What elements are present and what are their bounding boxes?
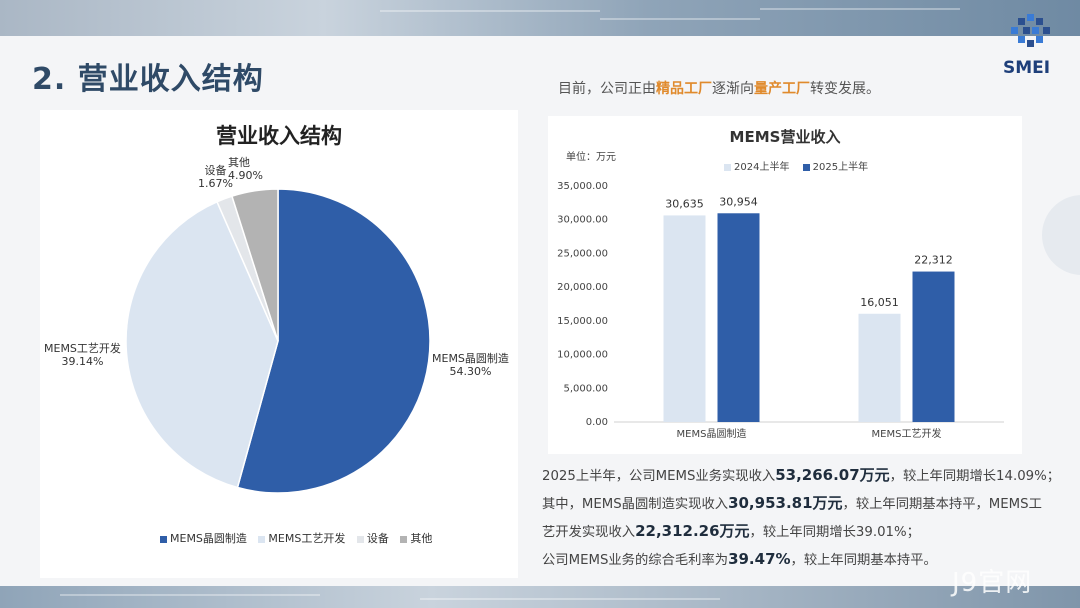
pie-label-wafer-value: 54.30% <box>449 365 492 378</box>
y-tick-label: 15,000.00 <box>557 316 608 327</box>
logo-text: SMEI <box>1003 58 1051 78</box>
bar-1-0 <box>858 313 901 422</box>
pie-label-wafer: MEMS晶圆制造 54.30% <box>432 352 509 378</box>
bottom-decor-band <box>0 586 1080 608</box>
intro-mid: 逐渐向 <box>712 81 754 97</box>
pie-label-other-name: 其他 <box>228 156 250 169</box>
pie-slice-1 <box>125 200 279 489</box>
bar-0-1 <box>717 213 760 422</box>
pie-label-process-value: 39.14% <box>61 355 104 368</box>
summary-line-3: 艺开发实现收入22,312.26万元，较上年同期增长39.01%； <box>542 518 1062 546</box>
bar-legend-label: 2024上半年 <box>734 162 790 173</box>
intro-post: 转变发展。 <box>810 81 880 97</box>
bar-data-label: 22,312 <box>914 254 953 267</box>
bar-data-label: 16,051 <box>860 296 899 309</box>
page-title: 2. 营业收入结构 <box>32 62 264 97</box>
summary-text: 2025上半年，公司MEMS业务实现收入53,266.07万元，较上年同期增长1… <box>542 462 1062 574</box>
bar-legend-label: 2025上半年 <box>812 162 869 173</box>
summary-text-span: 公司MEMS业务的综合毛利率为 <box>542 553 729 568</box>
bar-data-label: 30,635 <box>665 197 704 210</box>
summary-text-span: ，较上年同期基本持平，MEMS工 <box>842 497 1042 512</box>
pie-legend-item-wafer: MEMS晶圆制造 <box>160 530 247 546</box>
watermark: J9官网 <box>952 568 1033 598</box>
intro-text: 目前，公司正由精品工厂逐渐向量产工厂转变发展。 <box>558 78 880 98</box>
x-category-label: MEMS工艺开发 <box>872 427 942 440</box>
bar-legend: 2024上半年 2025上半年 <box>724 158 878 173</box>
pie-chart <box>125 188 431 494</box>
y-tick-label: 0.00 <box>586 417 608 428</box>
pie-legend-item-process: MEMS工艺开发 <box>258 530 345 546</box>
bar-legend-item-2025: 2025上半年 <box>802 158 869 173</box>
y-tick-label: 10,000.00 <box>557 350 608 361</box>
bar-chart-unit: 单位：万元 <box>566 152 616 163</box>
bar-data-label: 30,954 <box>719 195 758 208</box>
intro-pre: 目前，公司正由 <box>558 81 656 97</box>
summary-text-span: 艺开发实现收入 <box>542 525 636 540</box>
summary-text-span: 其中，MEMS晶圆制造实现收入 <box>542 497 729 512</box>
y-tick-label: 5,000.00 <box>563 383 608 394</box>
pie-label-other-value: 4.90% <box>228 169 263 182</box>
pie-legend: MEMS晶圆制造 MEMS工艺开发 设备 其他 <box>160 530 440 546</box>
summary-text-span: ，较上年同期增长14.09%； <box>889 469 1061 484</box>
pie-legend-label: 设备 <box>366 532 389 545</box>
summary-line-1: 2025上半年，公司MEMS业务实现收入53,266.07万元，较上年同期增长1… <box>542 462 1062 490</box>
pie-label-equipment-name: 设备 <box>204 164 227 177</box>
pie-label-process-name: MEMS工艺开发 <box>44 342 121 355</box>
y-tick-label: 35,000.00 <box>557 181 608 192</box>
pie-label-wafer-name: MEMS晶圆制造 <box>432 352 509 365</box>
smei-logo-icon <box>1011 14 1050 47</box>
summary-text-span: ，较上年同期基本持平。 <box>790 553 937 568</box>
bar-1-1 <box>912 271 955 422</box>
bar-chart: 0.00 5,000.00 10,000.00 15,000.00 20,000.00 2… <box>557 181 1004 440</box>
bar-0-0 <box>663 215 706 422</box>
pie-legend-item-equipment: 设备 <box>356 530 389 546</box>
intro-highlight-1: 精品工厂 <box>656 81 712 97</box>
bar-chart-title: MEMS营业收入 <box>729 128 841 146</box>
pie-legend-label: MEMS工艺开发 <box>268 532 346 545</box>
bar-chart-panel: MEMS营业收入 单位：万元 2024上半年 2025上半年 0.00 5,000… <box>548 116 1022 454</box>
bar-legend-item-2024: 2024上半年 <box>724 158 789 173</box>
pie-label-equipment: 设备 1.67% <box>198 164 233 190</box>
y-tick-label: 25,000.00 <box>557 248 608 259</box>
y-tick-label: 20,000.00 <box>557 282 608 293</box>
pie-slice-3 <box>230 188 279 342</box>
pie-legend-label: 其他 <box>410 532 433 545</box>
summary-highlight: 22,312.26万元 <box>635 522 750 540</box>
top-decor-band <box>0 0 1080 36</box>
pie-label-other: 其他 4.90% <box>228 156 263 182</box>
pie-label-process: MEMS工艺开发 39.14% <box>44 342 121 368</box>
x-category-label: MEMS晶圆制造 <box>677 427 747 440</box>
intro-highlight-2: 量产工厂 <box>754 81 810 97</box>
summary-line-4: 公司MEMS业务的综合毛利率为39.47%，较上年同期基本持平。 <box>542 546 1062 574</box>
y-tick-label: 30,000.00 <box>557 215 608 226</box>
pie-legend-label: MEMS晶圆制造 <box>170 532 247 545</box>
summary-highlight: 30,953.81万元 <box>728 494 843 512</box>
pie-slice-0 <box>236 188 431 494</box>
summary-text-span: 2025上半年，公司MEMS业务实现收入 <box>542 469 776 484</box>
pie-legend-item-other: 其他 <box>400 530 432 546</box>
decor-circle <box>1042 195 1080 275</box>
pie-chart-panel: 营业收入结构 其他 4.90% 设备 1.67% MEMS工艺开发 39.14%… <box>40 110 518 578</box>
summary-line-2: 其中，MEMS晶圆制造实现收入30,953.81万元，较上年同期基本持平，MEM… <box>542 490 1062 518</box>
summary-highlight: 53,266.07万元 <box>775 466 890 484</box>
summary-highlight: 39.47% <box>728 550 791 568</box>
pie-chart-title: 营业收入结构 <box>216 124 342 148</box>
pie-label-equipment-value: 1.67% <box>198 177 233 190</box>
summary-text-span: ，较上年同期增长39.01%； <box>749 525 920 540</box>
